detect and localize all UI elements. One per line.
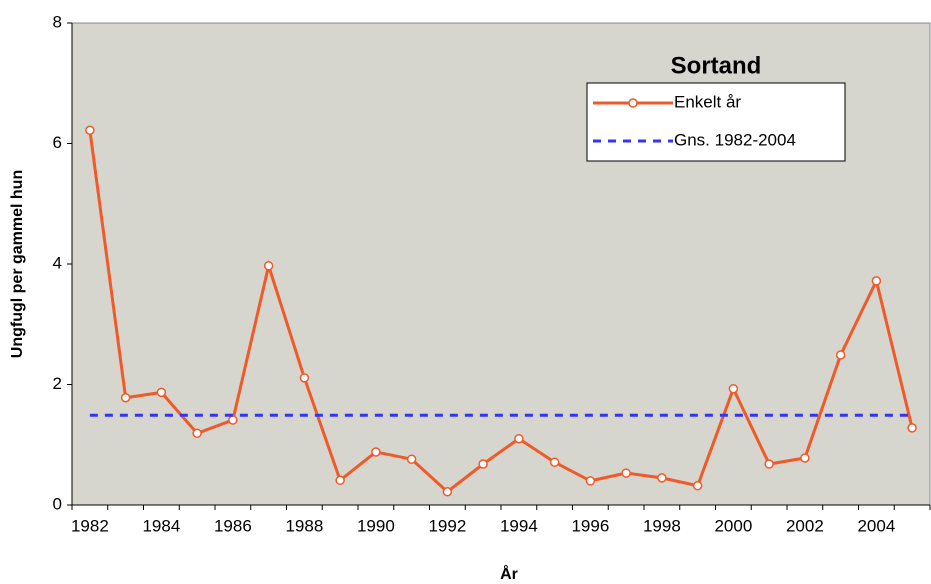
point xyxy=(299,373,310,383)
point xyxy=(621,468,631,478)
point xyxy=(871,276,882,286)
x-tick-label: 1990 xyxy=(357,516,395,535)
y-tick-label: 6 xyxy=(53,133,62,152)
point xyxy=(478,459,488,469)
x-tick-label: 1988 xyxy=(285,516,323,535)
point xyxy=(728,383,739,394)
point xyxy=(156,387,167,398)
chart-title: Sortand xyxy=(671,52,762,79)
x-tick-label: 1982 xyxy=(71,516,109,535)
point xyxy=(549,457,560,467)
x-axis-label: År xyxy=(500,564,518,583)
point xyxy=(335,475,345,486)
point xyxy=(514,433,524,444)
point xyxy=(85,125,95,135)
x-tick-label: 2000 xyxy=(714,516,752,535)
y-tick-label: 0 xyxy=(53,494,62,513)
point xyxy=(585,476,596,486)
x-tick-label: 1986 xyxy=(214,516,252,535)
point xyxy=(263,261,274,271)
point xyxy=(907,423,917,433)
y-tick-label: 2 xyxy=(53,374,62,393)
point xyxy=(764,459,774,469)
legend-box xyxy=(586,82,846,162)
x-tick-label: 2002 xyxy=(786,516,824,535)
point xyxy=(371,447,381,457)
series-line xyxy=(88,130,914,494)
point xyxy=(800,453,810,463)
point xyxy=(692,480,703,491)
point xyxy=(442,486,453,497)
point xyxy=(657,473,667,483)
point xyxy=(120,393,131,403)
point xyxy=(192,428,202,439)
point xyxy=(835,350,846,360)
legend-marker xyxy=(628,98,638,108)
x-tick-label: 1984 xyxy=(142,516,180,535)
x-tick-label: 1994 xyxy=(500,516,538,535)
legend-label: Enkelt år xyxy=(674,92,741,111)
point xyxy=(228,415,238,425)
legend-label: Gns. 1982-2004 xyxy=(674,130,796,149)
x-tick-label: 1998 xyxy=(643,516,681,535)
x-tick-label: 2004 xyxy=(857,516,895,535)
x-tick-label: 1996 xyxy=(571,516,609,535)
x-tick-label: 1992 xyxy=(428,516,466,535)
y-tick-label: 8 xyxy=(53,12,62,31)
y-axis-label: Ungfugl per gammel hun xyxy=(9,170,26,358)
point xyxy=(406,454,417,464)
y-tick-label: 4 xyxy=(53,253,62,272)
